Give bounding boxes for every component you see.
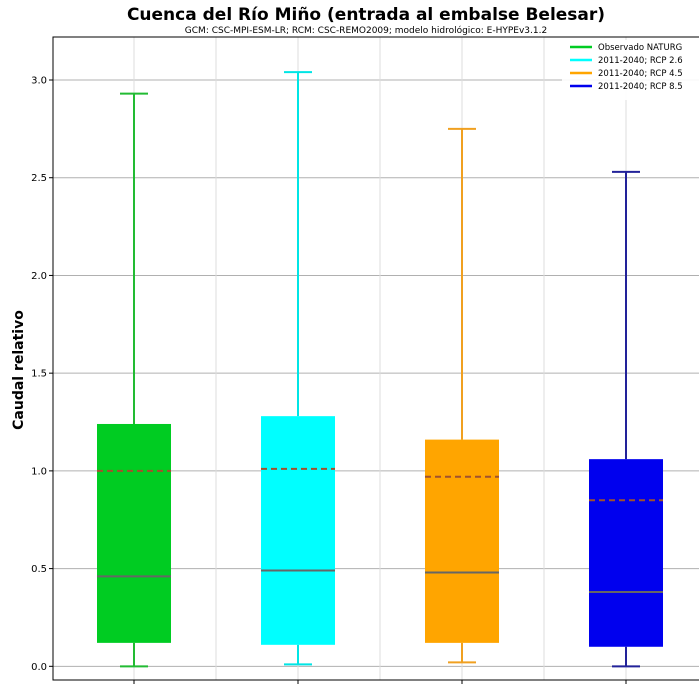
legend-label: 2011-2040; RCP 4.5 bbox=[598, 69, 683, 79]
y-tick-label: 0.5 bbox=[31, 564, 47, 575]
legend-item: 2011-2040; RCP 8.5 bbox=[570, 82, 683, 92]
legend-label: 2011-2040; RCP 2.6 bbox=[598, 56, 683, 66]
box-2 bbox=[261, 71, 335, 666]
legend-label: 2011-2040; RCP 8.5 bbox=[598, 82, 683, 92]
y-axis-label: Caudal relativo bbox=[11, 310, 27, 430]
legend-item: 2011-2040; RCP 2.6 bbox=[570, 56, 683, 66]
box-body bbox=[589, 459, 663, 647]
legend: Observado NATURG 2011-2040; RCP 2.6 2011-2… bbox=[562, 40, 699, 100]
y-axis-ticks: 0.0 0.5 1.0 1.5 2.0 2.5 3.0 bbox=[31, 75, 627, 684]
box-body bbox=[261, 416, 335, 645]
y-tick-label: 2.0 bbox=[31, 271, 47, 282]
box-body bbox=[425, 439, 499, 643]
y-tick-label: 2.5 bbox=[31, 173, 47, 184]
legend-label: Observado NATURG bbox=[598, 43, 682, 53]
chart-title: Cuenca del Río Miño (entrada al embalse … bbox=[127, 5, 605, 25]
chart-subtitle: GCM: CSC-MPI-ESM-LR; RCM: CSC-REMO2009; … bbox=[185, 25, 547, 36]
box-3 bbox=[425, 127, 499, 664]
legend-item: Observado NATURG bbox=[570, 43, 682, 53]
y-tick-label: 3.0 bbox=[31, 75, 47, 86]
box-4 bbox=[589, 170, 663, 668]
box-body bbox=[97, 423, 171, 643]
boxes bbox=[97, 71, 663, 668]
legend-box bbox=[562, 40, 699, 100]
legend-item: 2011-2040; RCP 4.5 bbox=[570, 69, 683, 79]
y-tick-label: 1.0 bbox=[31, 466, 47, 477]
y-tick-label: 1.5 bbox=[31, 369, 47, 380]
box-1 bbox=[97, 92, 171, 668]
y-tick-label: 0.0 bbox=[31, 662, 47, 673]
plot-frame bbox=[52, 36, 699, 681]
